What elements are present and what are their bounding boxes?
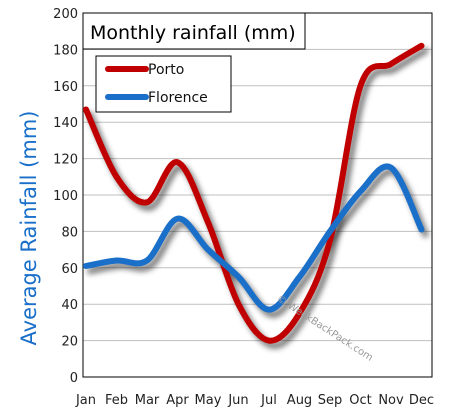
x-tick-label: May bbox=[195, 393, 222, 408]
legend-label-florence: Florence bbox=[148, 90, 208, 106]
y-tick-label: 0 bbox=[70, 371, 78, 386]
y-tick-label: 80 bbox=[61, 225, 78, 240]
y-tick-label: 200 bbox=[53, 7, 78, 22]
x-tick-labels: Jan Feb Mar Apr May Jun Jul Aug Sep Oct Nov Dec bbox=[75, 393, 434, 408]
y-tick-labels: 0 20 40 60 80 100 120 140 160 180 200 bbox=[53, 7, 78, 386]
x-tick-label: Dec bbox=[409, 393, 434, 408]
y-tick-label: 180 bbox=[53, 43, 78, 58]
y-tick-label: 20 bbox=[61, 335, 78, 350]
y-tick-label: 40 bbox=[61, 298, 78, 313]
x-tick-label: Jul bbox=[260, 393, 277, 408]
x-tick-label: Mar bbox=[135, 393, 160, 408]
series-line-florence bbox=[83, 163, 425, 313]
y-tick-label: 160 bbox=[53, 80, 78, 95]
x-tick-label: Aug bbox=[287, 393, 312, 408]
series-shadow-florence bbox=[87, 168, 429, 318]
x-tick-label: Nov bbox=[378, 393, 404, 408]
x-tick-label: Sep bbox=[318, 393, 343, 408]
chart-title: Monthly rainfall (mm) bbox=[90, 22, 296, 44]
series-line-porto bbox=[83, 42, 425, 344]
x-tick-label: Apr bbox=[166, 393, 189, 408]
y-axis-label: Average Rainfall (mm) bbox=[17, 111, 41, 346]
title-box bbox=[82, 12, 306, 50]
y-tick-label: 100 bbox=[53, 189, 78, 204]
x-tick-label: Oct bbox=[349, 393, 371, 408]
x-tick-label: Jun bbox=[227, 393, 248, 408]
y-tick-label: 140 bbox=[53, 116, 78, 131]
series-lines bbox=[83, 42, 425, 344]
legend-label-porto: Porto bbox=[148, 62, 184, 78]
legend-box bbox=[95, 55, 232, 113]
y-tick-label: 60 bbox=[61, 262, 78, 277]
x-tick-label: Feb bbox=[105, 393, 128, 408]
y-tick-label: 120 bbox=[53, 153, 78, 168]
x-tick-label: Jan bbox=[75, 393, 96, 408]
